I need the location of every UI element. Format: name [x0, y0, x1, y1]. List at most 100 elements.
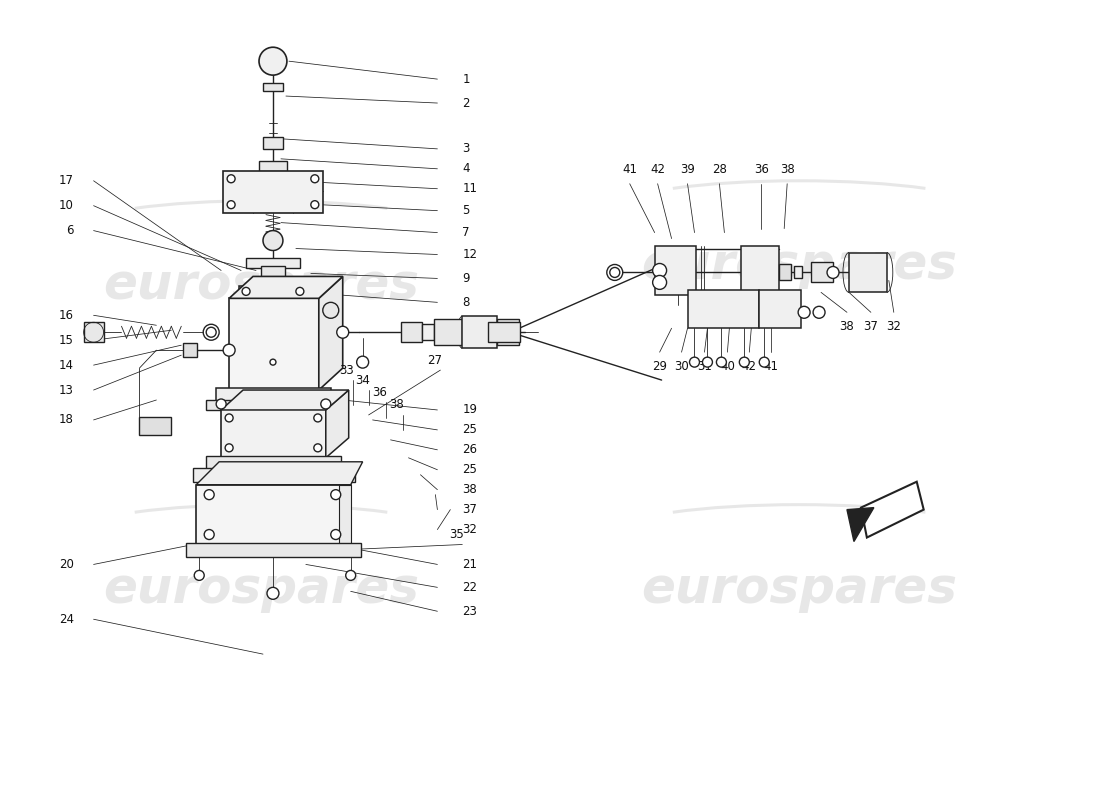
Text: 41: 41: [623, 162, 637, 176]
Circle shape: [314, 444, 322, 452]
Text: 15: 15: [58, 334, 74, 346]
Bar: [688, 290, 759, 328]
Circle shape: [311, 174, 319, 182]
Circle shape: [652, 263, 667, 278]
Bar: [263, 83, 283, 91]
Text: 41: 41: [763, 360, 779, 373]
Text: 14: 14: [58, 358, 74, 372]
Circle shape: [331, 530, 341, 539]
Circle shape: [314, 414, 322, 422]
Bar: [196, 485, 351, 545]
Text: 42: 42: [741, 360, 757, 373]
Bar: [741, 246, 779, 295]
Text: 7: 7: [462, 226, 470, 239]
Text: 39: 39: [680, 162, 695, 176]
Text: 30: 30: [674, 360, 689, 373]
Circle shape: [345, 570, 355, 580]
Circle shape: [716, 357, 726, 367]
Polygon shape: [339, 485, 351, 545]
Bar: [140, 417, 172, 435]
Circle shape: [206, 327, 217, 338]
Text: 21: 21: [462, 558, 477, 571]
Text: 32: 32: [887, 320, 901, 334]
Text: 5: 5: [462, 204, 470, 217]
Bar: [849, 253, 887, 292]
Text: 11: 11: [462, 182, 477, 195]
Text: 29: 29: [652, 360, 667, 373]
Bar: [488, 322, 520, 342]
Circle shape: [652, 275, 667, 290]
Polygon shape: [196, 462, 363, 485]
Bar: [258, 161, 287, 170]
Circle shape: [311, 201, 319, 209]
Text: 16: 16: [58, 309, 74, 322]
Bar: [263, 137, 283, 149]
Circle shape: [205, 490, 214, 500]
Text: 8: 8: [462, 296, 470, 309]
Polygon shape: [319, 277, 343, 390]
Circle shape: [799, 306, 810, 318]
Text: 36: 36: [372, 386, 387, 398]
Text: 4: 4: [462, 162, 470, 175]
Bar: [206, 400, 341, 410]
Circle shape: [609, 267, 619, 278]
Text: 38: 38: [780, 162, 794, 176]
Circle shape: [195, 570, 205, 580]
Bar: [400, 322, 422, 342]
Text: 34: 34: [355, 374, 370, 386]
Bar: [779, 265, 791, 281]
Text: 38: 38: [389, 398, 404, 411]
Text: 12: 12: [462, 248, 477, 261]
Circle shape: [270, 359, 276, 365]
Circle shape: [321, 399, 331, 409]
Text: 31: 31: [697, 360, 712, 373]
Text: 9: 9: [462, 272, 470, 285]
Circle shape: [607, 265, 623, 281]
Text: 32: 32: [462, 523, 477, 536]
Text: 40: 40: [719, 360, 735, 373]
Text: 42: 42: [650, 162, 666, 176]
Text: eurospares: eurospares: [641, 566, 957, 614]
Bar: [434, 319, 462, 345]
Circle shape: [322, 302, 339, 318]
Circle shape: [267, 587, 279, 599]
Bar: [261, 266, 285, 278]
Circle shape: [226, 444, 233, 452]
Circle shape: [242, 287, 250, 295]
Text: 27: 27: [427, 354, 442, 366]
Polygon shape: [847, 508, 873, 542]
Bar: [84, 322, 103, 342]
Circle shape: [217, 399, 227, 409]
Text: 33: 33: [339, 364, 354, 377]
Bar: [217, 388, 331, 404]
Bar: [759, 290, 801, 328]
Circle shape: [331, 490, 341, 500]
Text: 36: 36: [754, 162, 769, 176]
Circle shape: [337, 326, 349, 338]
Text: 10: 10: [58, 199, 74, 212]
Circle shape: [739, 357, 749, 367]
Text: 3: 3: [462, 142, 470, 155]
Text: eurospares: eurospares: [103, 566, 419, 614]
Text: 35: 35: [449, 528, 464, 541]
Bar: [184, 343, 197, 357]
Text: 6: 6: [66, 224, 74, 237]
Text: 28: 28: [712, 162, 727, 176]
Polygon shape: [861, 482, 924, 538]
Bar: [221, 408, 326, 458]
Text: 37: 37: [864, 320, 878, 334]
Text: 13: 13: [58, 383, 74, 397]
Text: 25: 25: [462, 463, 477, 476]
Circle shape: [223, 344, 235, 356]
Circle shape: [759, 357, 769, 367]
Circle shape: [227, 174, 235, 182]
Circle shape: [263, 230, 283, 250]
Text: 17: 17: [58, 174, 74, 187]
Bar: [239, 286, 307, 296]
Bar: [246, 258, 300, 269]
Circle shape: [226, 414, 233, 422]
Bar: [811, 262, 833, 282]
Bar: [654, 246, 696, 295]
Bar: [794, 266, 802, 278]
Polygon shape: [326, 390, 349, 458]
